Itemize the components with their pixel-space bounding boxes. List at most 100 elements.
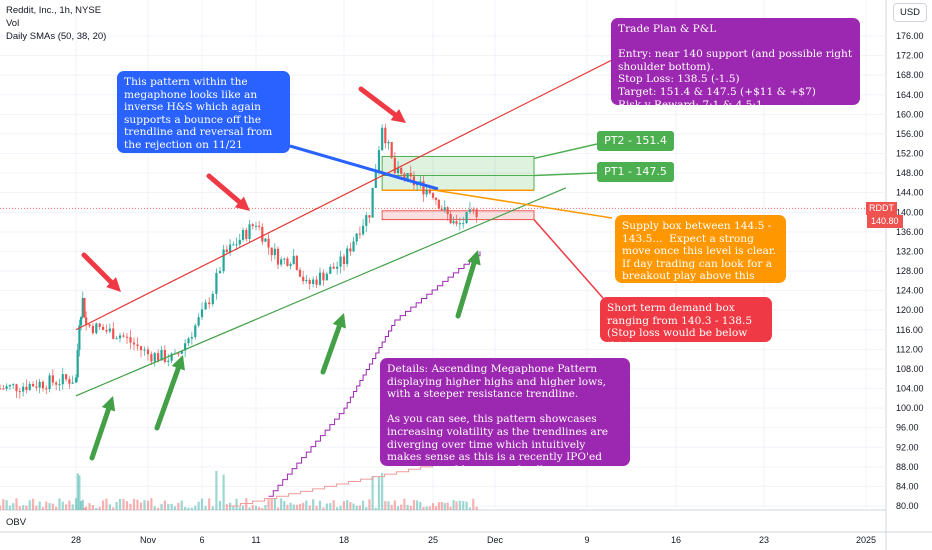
candle-body <box>136 344 139 347</box>
volume-bar <box>98 506 101 510</box>
candle-body <box>295 255 298 270</box>
volume-bar <box>68 500 71 510</box>
inverse-hs-note[interactable]: This pattern within the megaphone looks … <box>117 71 290 153</box>
volume-bar <box>170 503 173 510</box>
candle-body <box>5 386 8 389</box>
demand-box-note[interactable]: Short term demand box ranging from 140.3… <box>600 297 772 342</box>
volume-bar <box>197 501 200 510</box>
volume-bar <box>270 498 273 510</box>
volume-bar <box>78 475 81 510</box>
volume-bar <box>150 498 153 510</box>
volume-bar <box>115 501 118 510</box>
candles <box>0 123 478 399</box>
volume-bar <box>95 507 98 510</box>
volume-bar <box>101 500 105 510</box>
volume-bar <box>136 499 139 510</box>
currency-button[interactable]: USD <box>893 3 927 22</box>
candle-body <box>58 384 61 386</box>
candle-body <box>132 342 136 345</box>
volume-bar <box>258 507 261 510</box>
candle-body <box>446 207 449 214</box>
support-trendline <box>75 187 567 397</box>
candle-body <box>0 388 2 390</box>
candle-body <box>458 223 461 225</box>
candle-body <box>25 386 28 390</box>
volume-bar <box>446 502 449 510</box>
volume-bar <box>468 507 472 510</box>
candle-body <box>475 209 478 217</box>
candle-body <box>197 317 200 326</box>
pt1-label[interactable]: PT1 - 147.5 <box>597 162 674 182</box>
candle-body <box>325 273 328 281</box>
candle-body <box>428 189 431 194</box>
candle-body <box>222 249 225 272</box>
volume-bar <box>215 470 218 510</box>
candle-body <box>336 266 339 269</box>
candle-body <box>76 349 79 378</box>
candle-body <box>101 326 105 331</box>
volume-bar <box>76 473 79 510</box>
candle-body <box>472 209 475 211</box>
red-arrow-1 <box>81 252 114 285</box>
volume-bar <box>55 506 58 510</box>
volume-bar <box>377 476 381 510</box>
pt2-label[interactable]: PT2 - 151.4 <box>597 131 674 151</box>
trade-plan-note[interactable]: Trade Plan & P&L Entry: near 140 support… <box>611 18 860 105</box>
volume-bar <box>302 502 305 510</box>
volume-bar <box>412 499 416 510</box>
volume-bar <box>390 504 393 510</box>
candle-body <box>425 189 428 195</box>
candle-body <box>393 157 396 174</box>
candle-body <box>31 383 35 387</box>
candle-body <box>437 199 440 209</box>
candle-body <box>270 247 273 256</box>
volume-bar <box>339 505 342 510</box>
time-axis: 28 Nov 6 11 18 25 Dec 9 16 23 2025 <box>71 535 876 545</box>
volume-bar <box>28 500 31 510</box>
candle-body <box>368 215 371 218</box>
volume-bar <box>58 498 61 510</box>
volume-bar <box>329 503 332 510</box>
sma-indicator-label[interactable]: Daily SMAs (50, 38, 20) <box>6 31 107 42</box>
volume-bar <box>51 503 54 510</box>
supply-box-note[interactable]: Supply box between 144.5 - 143.5... Expe… <box>615 215 786 283</box>
x-tick-label: 25 <box>428 535 438 545</box>
volume-bar <box>71 504 74 510</box>
volume-bar <box>0 505 2 510</box>
volume-bar <box>112 507 115 510</box>
volume-bar <box>409 505 412 510</box>
y-tick-label: 144.00 <box>896 188 924 198</box>
inverse-hs-connector <box>289 144 439 191</box>
volume-bar <box>204 505 207 510</box>
candle-body <box>286 258 289 266</box>
volume-bar <box>381 473 384 510</box>
red-arrow-3 <box>358 86 398 118</box>
candle-body <box>355 233 358 242</box>
red-arrow-2 <box>206 173 242 205</box>
obv-indicator-label[interactable]: OBV <box>6 517 27 528</box>
candle-body <box>184 343 187 351</box>
y-tick-label: 120.00 <box>896 305 924 315</box>
chart-title[interactable]: Reddit, Inc., 1h, NYSE <box>6 5 102 16</box>
volume-bar <box>273 498 276 510</box>
candle-body <box>406 173 409 180</box>
green-arrow-2-head <box>171 355 185 371</box>
volume-bar <box>443 502 446 510</box>
candle-body <box>346 248 349 265</box>
volume-bar <box>428 506 431 510</box>
volume-bar <box>352 503 355 510</box>
candle-body <box>122 335 125 337</box>
volume-indicator-label[interactable]: Vol <box>6 18 20 29</box>
red-arrow-2-head <box>234 196 250 211</box>
volume-bar <box>416 500 419 510</box>
y-tick-label: 164.00 <box>896 90 924 100</box>
volume-bar <box>187 507 190 510</box>
volume-bar <box>45 501 48 510</box>
volume-bar <box>35 505 38 510</box>
price-axis: 176.00 172.00 168.00 164.00 160.00 156.00 152.… <box>896 31 924 511</box>
volume-bar <box>308 505 311 510</box>
volume-bar <box>361 500 365 510</box>
details-note[interactable]: Details: Ascending Megaphone Pattern dis… <box>380 358 630 466</box>
candle-body <box>194 325 197 338</box>
volume-bar <box>462 500 465 510</box>
